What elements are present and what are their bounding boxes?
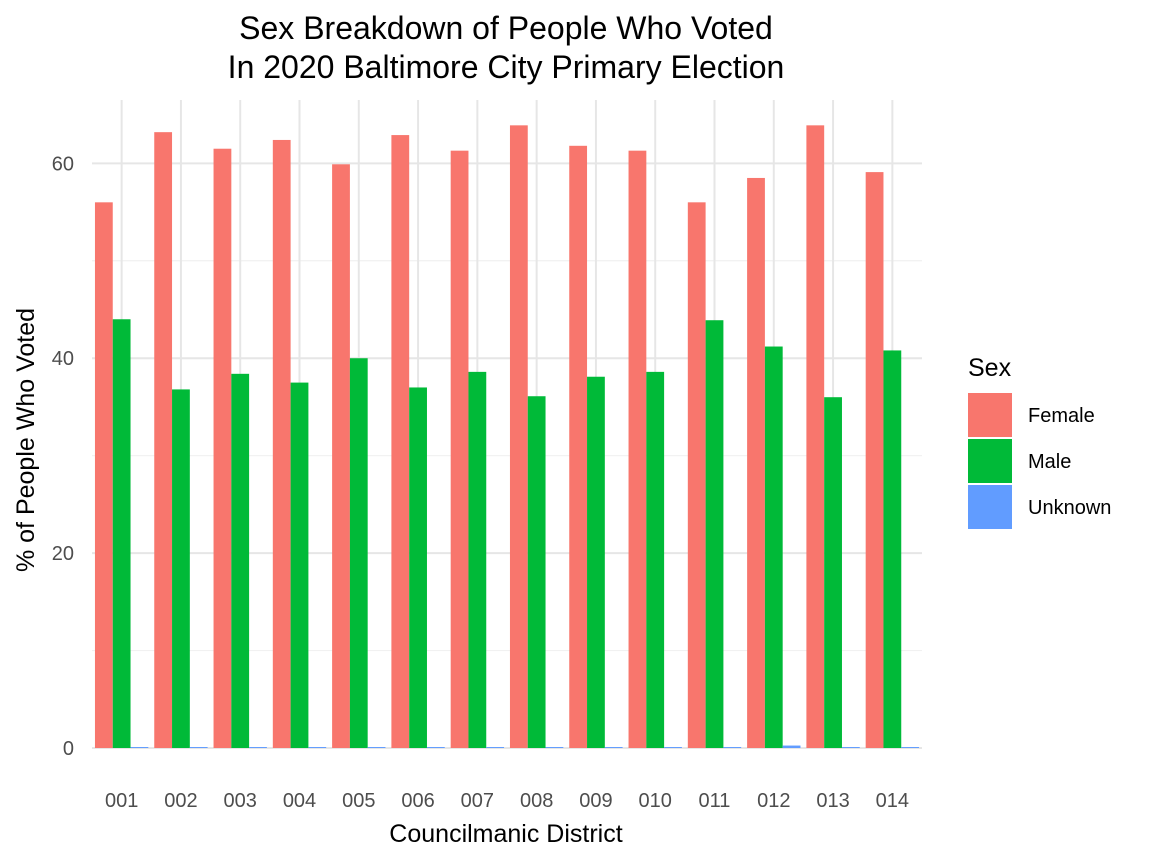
bar-female-009 (569, 145, 588, 749)
bar-unknown-006 (426, 747, 445, 748)
x-tick-label: 009 (579, 790, 612, 812)
bar-female-003 (213, 148, 232, 749)
x-axis-title: Councilmanic District (389, 820, 622, 848)
bar-female-014 (865, 172, 884, 749)
y-axis-tick-labels: 0 20 40 60 (52, 153, 74, 760)
x-tick-label: 012 (757, 790, 790, 812)
bar-female-002 (154, 132, 173, 748)
bar-female-001 (94, 202, 113, 748)
bar-unknown-009 (604, 747, 623, 748)
legend-label-male: Male (1028, 451, 1071, 473)
bar-unknown-002 (189, 747, 208, 748)
bar-unknown-007 (486, 747, 505, 748)
bar-female-012 (747, 177, 765, 748)
x-tick-label: 003 (224, 790, 257, 812)
bar-male-013 (824, 397, 842, 748)
bar-female-013 (806, 125, 825, 749)
x-tick-label: 014 (876, 790, 909, 812)
x-tick-label: 011 (699, 790, 731, 812)
bar-female-011 (687, 202, 706, 748)
x-tick-label: 002 (164, 790, 197, 812)
bar-male-010 (646, 371, 665, 748)
x-tick-label: 013 (816, 790, 849, 812)
bar-male-009 (587, 376, 605, 748)
bar-female-004 (272, 139, 291, 748)
legend-key-unknown (968, 485, 1012, 529)
x-tick-label: 006 (401, 790, 434, 812)
bar-male-008 (527, 396, 546, 748)
legend-key-female (968, 393, 1012, 437)
x-tick-label: 005 (342, 790, 375, 812)
y-tick-label: 20 (52, 543, 74, 565)
bars (94, 125, 920, 749)
x-tick-label: 008 (520, 790, 553, 812)
bar-unknown-008 (545, 747, 564, 748)
bar-male-001 (112, 319, 131, 748)
bar-female-008 (509, 125, 528, 749)
bar-unknown-005 (367, 747, 386, 748)
y-tick-label: 0 (63, 738, 74, 760)
bar-male-011 (705, 320, 724, 748)
bar-male-004 (290, 382, 309, 748)
chart-title-line-2: In 2020 Baltimore City Primary Election (228, 49, 785, 85)
y-tick-label: 40 (52, 348, 74, 370)
legend-label-female: Female (1028, 405, 1095, 427)
bar-male-012 (764, 346, 783, 748)
bar-unknown-010 (664, 747, 682, 748)
bar-male-003 (231, 373, 250, 748)
y-tick-label: 60 (52, 153, 74, 175)
bar-unknown-014 (901, 747, 920, 748)
bar-unknown-013 (841, 747, 860, 748)
x-tick-label: 004 (283, 790, 316, 812)
bar-unknown-001 (130, 747, 149, 748)
bar-unknown-012 (782, 745, 801, 748)
legend: Sex Female Male Unknown (968, 354, 1111, 529)
x-tick-label: 010 (639, 790, 672, 812)
legend-label-unknown: Unknown (1028, 497, 1111, 519)
bar-unknown-003 (249, 747, 267, 748)
bar-male-006 (409, 387, 427, 748)
bar-male-014 (883, 350, 902, 748)
bar-female-006 (391, 135, 410, 748)
bar-male-002 (172, 389, 190, 748)
chart-title-line-1: Sex Breakdown of People Who Voted (239, 10, 773, 46)
x-tick-label: 007 (461, 790, 494, 812)
legend-key-male (968, 439, 1012, 483)
bar-female-005 (332, 164, 350, 748)
bar-male-005 (349, 358, 368, 748)
bar-female-007 (450, 150, 469, 749)
bar-unknown-004 (308, 747, 327, 748)
x-tick-label: 001 (105, 790, 138, 812)
y-axis-title: % of People Who Voted (12, 308, 40, 572)
x-axis-tick-labels: 001 002 003 004 005 006 007 008 009 010 011 012 013 0… (105, 790, 909, 812)
bar-unknown-011 (723, 747, 742, 748)
legend-title: Sex (968, 354, 1012, 382)
bar-male-007 (468, 371, 487, 748)
bar-female-010 (628, 150, 647, 749)
chart-title: Sex Breakdown of People Who Voted In 202… (228, 10, 785, 85)
